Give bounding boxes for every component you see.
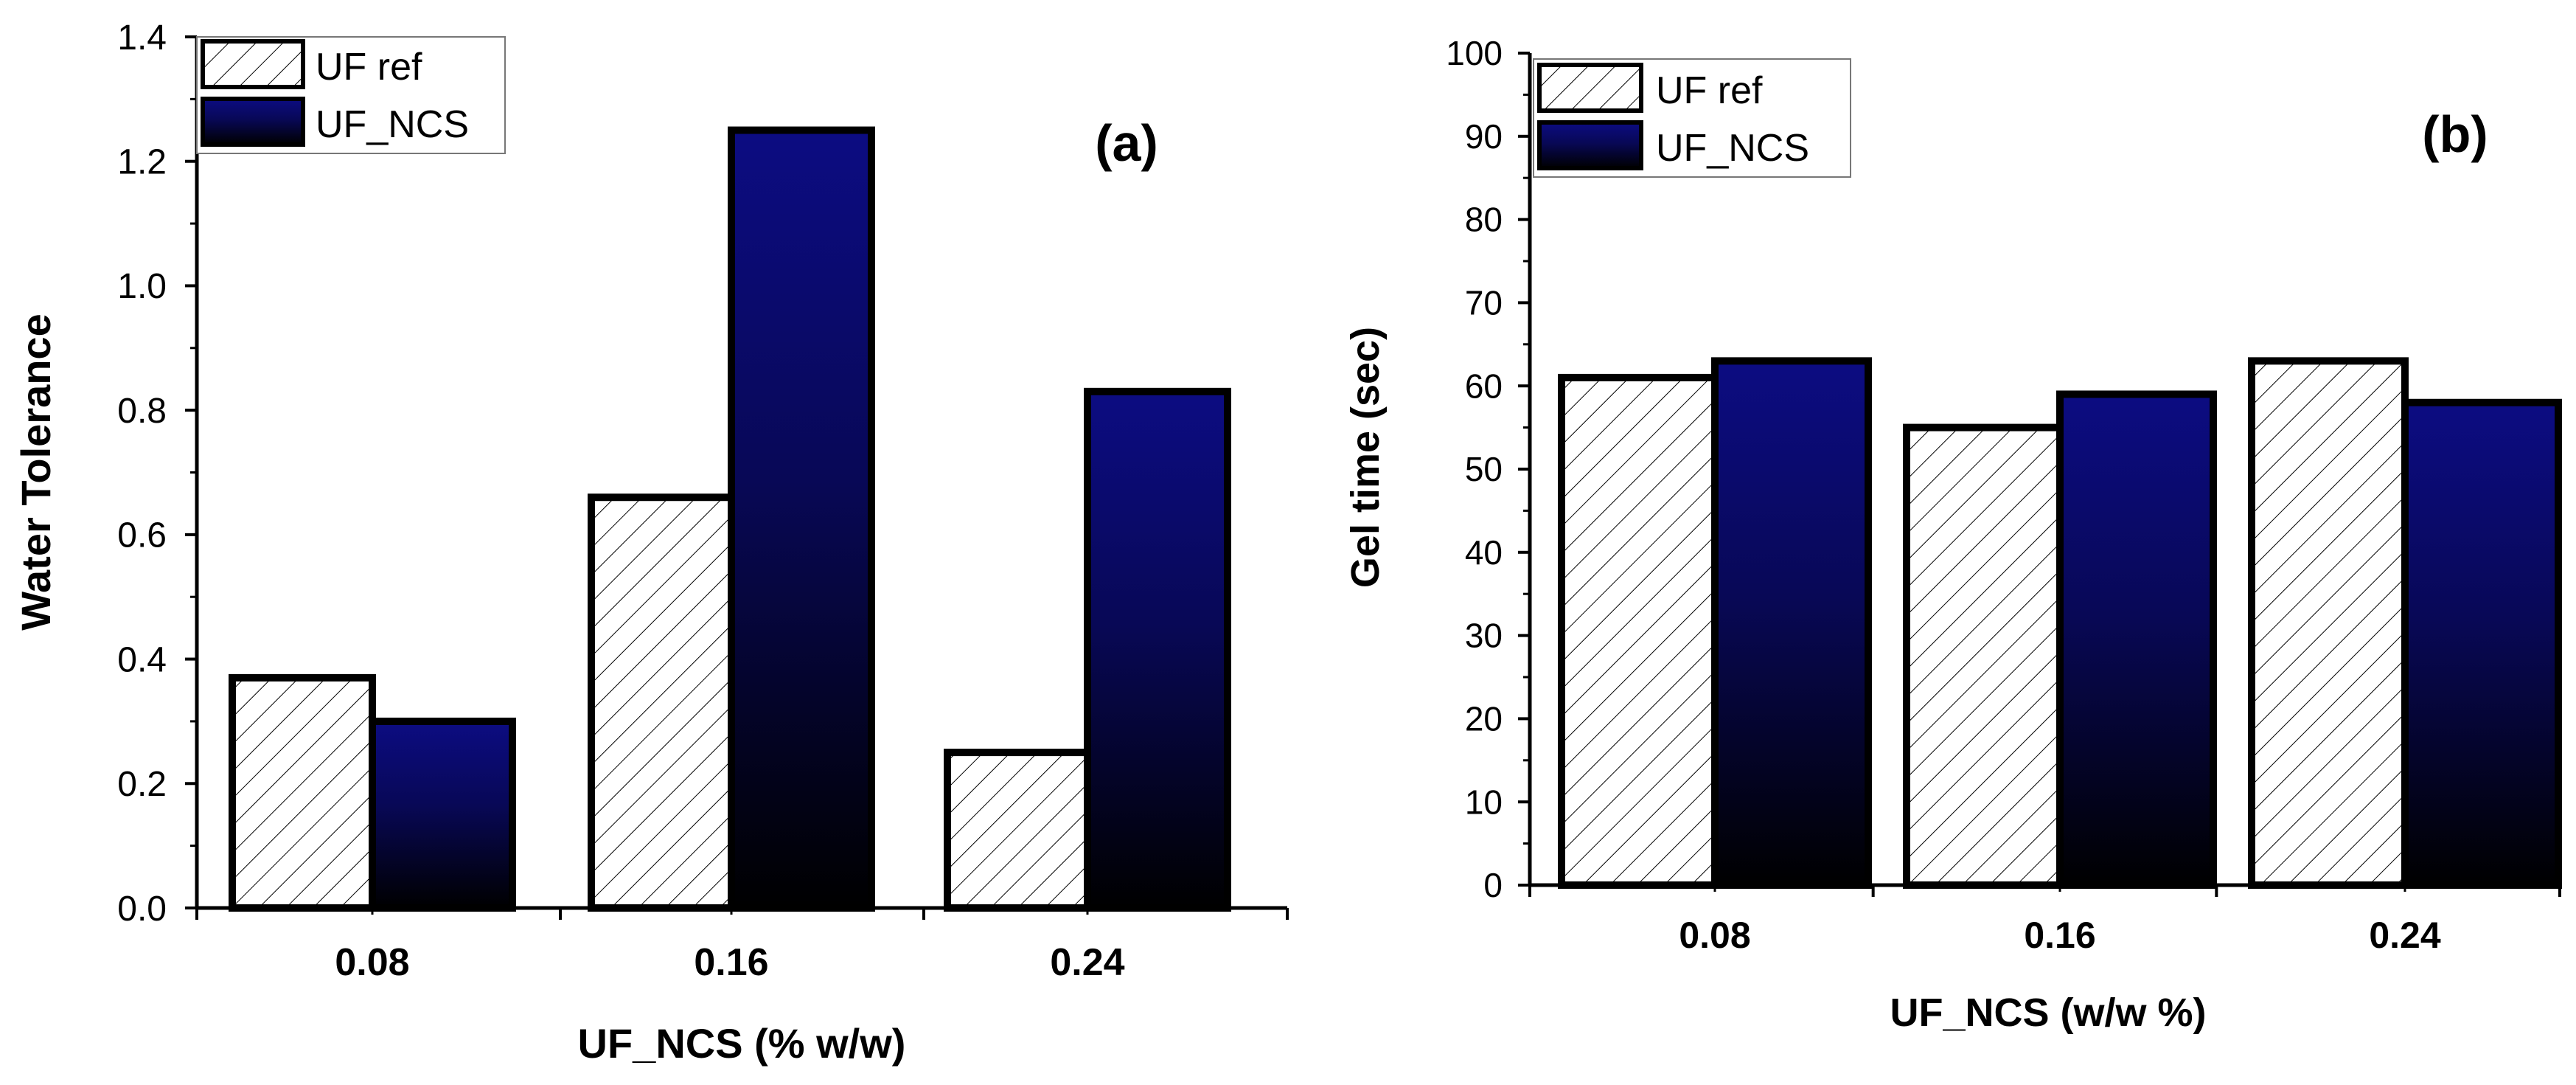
bar-a-uf-ref-0.16: [588, 493, 735, 912]
bar-group-a: [229, 126, 1231, 912]
bar-b-uf-ncs-0.08: [1711, 357, 1872, 889]
y-axis-title-a: Water Tolerance: [13, 313, 59, 630]
x-tick-label-b-2: 0.24: [2369, 915, 2441, 956]
x-axis-title-a: UF_NCS (% w/w): [578, 1020, 906, 1067]
y-tick-label-a-4: 0.8: [117, 392, 167, 431]
y-tick-label-b-10: 100: [1446, 34, 1503, 72]
y-tick-label-b-3: 30: [1465, 617, 1503, 655]
bar-b-uf-ref-0.08: [1558, 373, 1719, 890]
y-axis-title-b: Gel time (sec): [1343, 327, 1388, 588]
bar-b-uf-ncs-0.24: [2401, 398, 2562, 889]
bar-b-uf-ref-0.24: [2248, 357, 2409, 889]
x-tick-label-b-0: 0.08: [1679, 915, 1750, 956]
bar-a-uf-ref-0.08: [229, 673, 376, 912]
chart-panel-b: 0 10 20 30 40 50 60 70 80 90 100 0.08 0.16 0.24 Gel …: [1343, 34, 2562, 1035]
legend-b: UF ref UF_NCS: [1533, 58, 1851, 178]
y-tick-label-a-2: 0.4: [117, 640, 167, 679]
x-axis-title-b: UF_NCS (w/w %): [1890, 991, 2206, 1035]
legend-label-uf-ref-b: UF ref: [1656, 69, 1763, 112]
legend-a: UF ref UF_NCS: [196, 36, 506, 154]
x-tick-label-a-2: 0.24: [1050, 941, 1124, 984]
legend-label-uf-ncs-b: UF_NCS: [1656, 127, 1809, 170]
x-tick-label-a-0: 0.08: [335, 941, 409, 984]
x-tick-label-b-1: 0.16: [2024, 915, 2095, 956]
y-tick-label-a-0: 0.0: [117, 890, 167, 929]
y-tick-label-b-4: 40: [1465, 533, 1503, 572]
panel-label-a: (a): [1095, 114, 1158, 172]
y-tick-label-b-8: 80: [1465, 201, 1503, 239]
y-tick-label-b-6: 60: [1465, 367, 1503, 405]
legend-swatch-uf-ref-a: [201, 39, 305, 89]
panel-label-b: (b): [2422, 105, 2488, 163]
bar-a-uf-ref-0.24: [944, 749, 1091, 912]
legend-swatch-uf-ncs-b: [1537, 120, 1643, 170]
legend-swatch-uf-ref-b: [1537, 63, 1643, 113]
y-tick-label-a-6: 1.2: [117, 143, 167, 182]
legend-swatch-uf-ncs-a: [201, 97, 305, 147]
y-ticks-b: 0 10 20 30 40 50 60 70 80 90 100: [1446, 34, 1530, 904]
y-tick-label-a-1: 0.2: [117, 765, 167, 804]
legend-label-uf-ncs-a: UF_NCS: [316, 103, 469, 146]
y-tick-label-b-5: 50: [1465, 450, 1503, 488]
y-tick-label-a-3: 0.6: [117, 516, 167, 555]
bar-a-uf-ncs-0.16: [728, 126, 875, 912]
x-ticks-a: 0.08 0.16 0.24: [195, 908, 1289, 984]
y-tick-label-b-0: 0: [1483, 866, 1503, 904]
chart-panel-a: 0.0 0.2 0.4 0.6 0.8 1.0 1.2 1.4 0.08 0.16 0.24 Wa…: [13, 18, 1289, 1067]
bar-group-b: [1558, 357, 2562, 890]
bar-b-uf-ncs-0.16: [2056, 390, 2217, 889]
y-tick-label-b-1: 10: [1465, 783, 1503, 821]
legend-label-uf-ref-a: UF ref: [316, 46, 422, 89]
y-tick-label-b-2: 20: [1465, 700, 1503, 738]
y-tick-label-a-7: 1.4: [117, 18, 167, 58]
y-ticks-a: 0.0 0.2 0.4 0.6 0.8 1.0 1.2 1.4: [117, 18, 197, 929]
bar-a-uf-ncs-0.08: [369, 717, 516, 912]
y-tick-label-b-9: 90: [1465, 117, 1503, 156]
x-ticks-b: 0.08 0.16 0.24: [1528, 885, 2561, 956]
bar-a-uf-ncs-0.24: [1084, 387, 1231, 912]
y-tick-label-b-7: 70: [1465, 284, 1503, 322]
x-tick-label-a-1: 0.16: [694, 941, 768, 984]
y-tick-label-a-5: 1.0: [117, 267, 167, 306]
bar-b-uf-ref-0.16: [1903, 423, 2064, 889]
